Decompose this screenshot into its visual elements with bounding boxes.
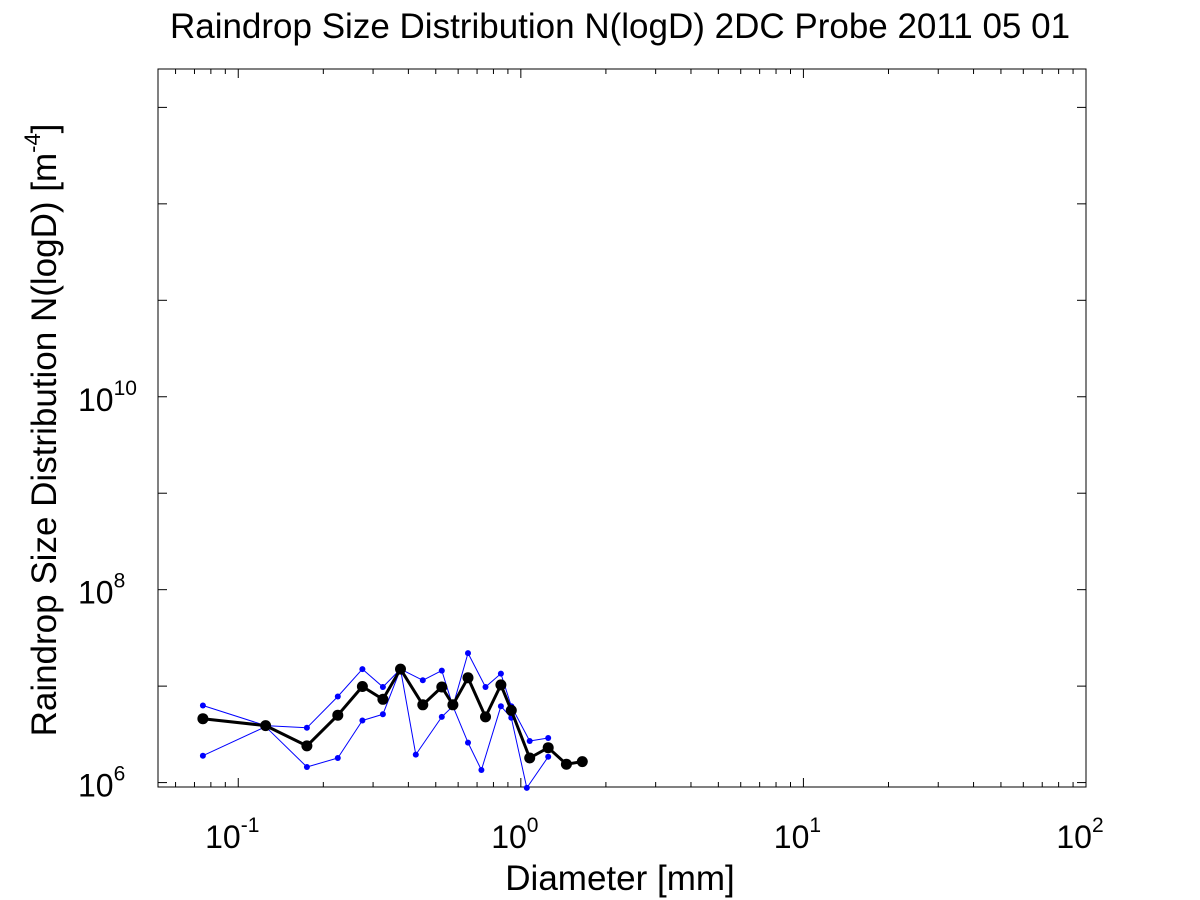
data-point [356,681,368,692]
data-point [576,756,588,768]
data-point [395,663,406,675]
data-point [447,699,459,711]
series-layer [197,650,588,791]
data-point [465,650,471,657]
data-point [417,699,429,711]
data-point [480,711,491,723]
data-point [412,751,419,758]
data-point [524,752,536,764]
data-point [359,717,366,724]
y-axis-label: Raindrop Size Distribution N(logD) [m-4] [20,124,64,737]
y-tick-label-base: 10 [78,575,114,611]
y-tick-label-exponent: 10 [114,377,137,400]
data-point [478,767,485,773]
data-point [560,758,572,770]
data-point [526,738,533,744]
x-axis-ticks: 10-1 100 101 102 [175,69,1104,855]
y-tick-label-base: 10 [78,382,114,418]
data-point [462,672,474,684]
y-axis-label-close: ] [25,124,64,134]
x-tick-label-exponent: 1 [809,814,821,837]
data-point [505,704,517,716]
data-point [301,740,313,752]
data-point [334,755,341,761]
data-point [482,684,489,690]
data-point [545,753,552,760]
data-point [542,742,554,754]
data-point [199,702,206,709]
data-point [465,739,471,746]
y-tick-label: 106 [78,763,125,804]
data-point [303,764,310,770]
data-point [497,703,504,710]
x-tick-label-base: 10 [1056,819,1092,855]
data-point [303,724,310,731]
y-tick-label: 108 [78,570,125,611]
data-point [523,784,530,791]
y-axis-label-exponent: -4 [20,133,45,153]
plot-frame [157,68,1087,788]
x-tick-label: 100 [491,814,538,855]
x-tick-label-base: 10 [774,819,810,855]
x-tick-label-base: 10 [205,819,241,855]
chart-title: Raindrop Size Distribution N(logD) 2DC P… [170,7,1070,46]
data-point [334,693,341,700]
data-point [438,667,445,674]
data-point [497,670,504,677]
data-point [495,679,507,691]
x-tick-label-exponent: 0 [527,814,539,837]
data-point [377,693,389,705]
x-tick-label-base: 10 [491,819,527,855]
data-point [199,752,206,759]
series-mean [197,663,588,770]
data-point [332,709,344,721]
data-point [545,735,552,741]
y-axis-label-main: Raindrop Size Distribution N(logD) [m [25,153,64,737]
x-tick-label: 10-1 [205,814,259,855]
x-axis-label: Diameter [mm] [505,859,734,898]
y-tick-label-exponent: 6 [114,763,126,786]
x-tick-label: 101 [774,814,821,855]
data-point [197,713,209,725]
data-point [379,684,386,690]
y-tick-label-base: 10 [78,768,114,804]
x-tick-label-exponent: 2 [1092,814,1104,837]
y-tick-label: 1010 [78,377,137,418]
data-point [379,711,386,718]
data-point [438,713,445,720]
data-point [359,666,366,673]
data-point [260,720,272,732]
data-point [436,681,448,693]
series-line [202,652,549,742]
x-tick-label-exponent: -1 [241,814,260,837]
x-tick-label: 102 [1056,814,1103,855]
data-point [419,677,426,684]
y-tick-label-exponent: 8 [114,570,126,593]
